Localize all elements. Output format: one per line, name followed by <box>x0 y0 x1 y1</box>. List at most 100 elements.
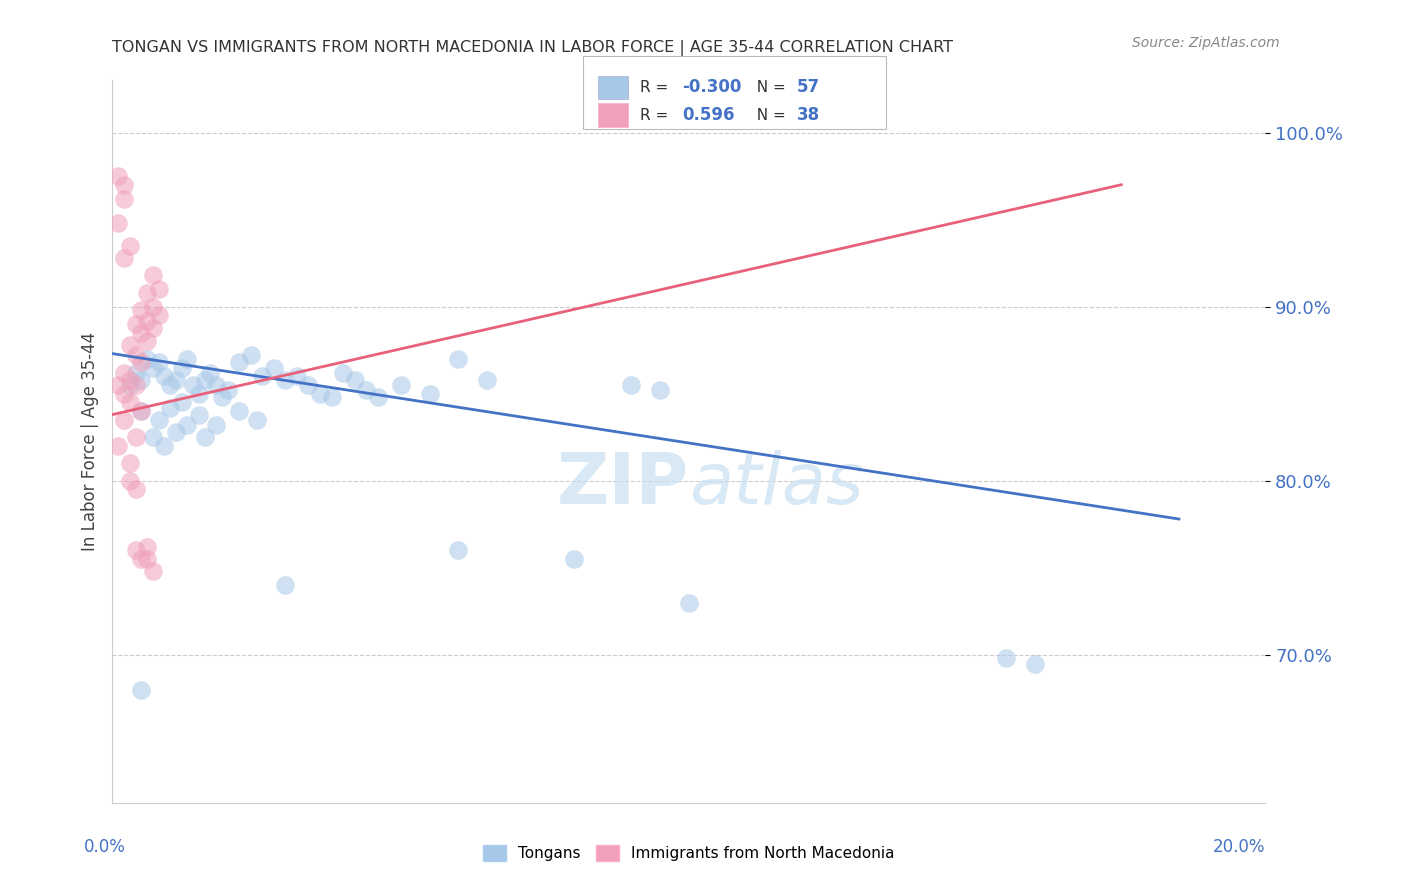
Point <box>129 404 153 418</box>
Point <box>217 383 239 397</box>
Point <box>124 483 146 497</box>
Point <box>321 390 343 404</box>
Text: R =: R = <box>640 80 673 95</box>
Point <box>447 543 470 558</box>
Point <box>170 395 193 409</box>
Point <box>332 366 354 380</box>
Point <box>107 216 129 230</box>
Point <box>124 543 146 558</box>
Point <box>118 456 141 470</box>
Point <box>252 369 274 384</box>
Point <box>136 313 159 327</box>
Point <box>367 390 389 404</box>
Point <box>285 369 308 384</box>
Text: N =: N = <box>747 108 790 122</box>
Point <box>447 351 470 366</box>
Text: ZIP: ZIP <box>557 450 689 519</box>
Point <box>188 408 211 422</box>
Point <box>995 651 1018 665</box>
Point <box>148 413 170 427</box>
Legend: Tongans, Immigrants from North Macedonia: Tongans, Immigrants from North Macedonia <box>477 839 901 867</box>
Point <box>124 366 146 380</box>
Point <box>159 378 181 392</box>
Point <box>129 326 153 340</box>
Point <box>118 338 141 352</box>
Point <box>129 355 153 369</box>
Point <box>142 360 165 375</box>
Point <box>562 552 585 566</box>
Point <box>112 413 135 427</box>
Point <box>309 386 332 401</box>
Point <box>118 373 141 387</box>
Point <box>107 378 129 392</box>
Point <box>419 386 441 401</box>
Point <box>228 404 250 418</box>
Point <box>176 417 198 432</box>
Point <box>118 238 141 252</box>
Point <box>129 373 153 387</box>
Text: 0.596: 0.596 <box>682 106 734 124</box>
Point <box>112 366 135 380</box>
Text: -0.300: -0.300 <box>682 78 741 96</box>
Point <box>170 360 193 375</box>
Text: atlas: atlas <box>689 450 863 519</box>
Point <box>136 285 159 300</box>
Point <box>142 300 165 314</box>
Point <box>136 552 159 566</box>
Point <box>136 540 159 554</box>
Text: 20.0%: 20.0% <box>1213 838 1265 855</box>
Point <box>194 430 217 444</box>
Text: TONGAN VS IMMIGRANTS FROM NORTH MACEDONIA IN LABOR FORCE | AGE 35-44 CORRELATION: TONGAN VS IMMIGRANTS FROM NORTH MACEDONI… <box>112 40 953 56</box>
Point <box>142 430 165 444</box>
Point <box>112 192 135 206</box>
Point <box>239 348 262 362</box>
Point <box>165 425 187 439</box>
Point <box>165 373 187 387</box>
Point <box>246 413 269 427</box>
Point <box>678 596 700 610</box>
Point <box>176 351 198 366</box>
Point <box>118 474 141 488</box>
Point <box>118 395 141 409</box>
Point <box>194 373 217 387</box>
Y-axis label: In Labor Force | Age 35-44: In Labor Force | Age 35-44 <box>80 332 98 551</box>
Point <box>129 682 153 697</box>
Point <box>112 178 135 192</box>
Point <box>124 348 146 362</box>
Point <box>112 386 135 401</box>
Point <box>124 317 146 331</box>
Point <box>274 578 297 592</box>
Point <box>148 308 170 322</box>
Text: R =: R = <box>640 108 673 122</box>
Point <box>354 383 377 397</box>
Point <box>205 378 228 392</box>
Point <box>650 383 672 397</box>
Point <box>142 564 165 578</box>
Text: N =: N = <box>747 80 790 95</box>
Point <box>211 390 233 404</box>
Point <box>136 334 159 349</box>
Point <box>124 430 146 444</box>
Point <box>142 268 165 283</box>
Point <box>274 373 297 387</box>
Point <box>136 351 159 366</box>
Point <box>129 552 153 566</box>
Point <box>200 366 222 380</box>
Point <box>107 439 129 453</box>
Point <box>153 369 176 384</box>
Text: 0.0%: 0.0% <box>84 838 125 855</box>
Point <box>129 303 153 318</box>
Point <box>188 386 211 401</box>
Point <box>389 378 412 392</box>
Point <box>205 417 228 432</box>
Point <box>297 378 319 392</box>
Point <box>153 439 176 453</box>
Point <box>159 401 181 415</box>
Point <box>181 378 204 392</box>
Text: Source: ZipAtlas.com: Source: ZipAtlas.com <box>1132 36 1279 50</box>
Point <box>263 360 285 375</box>
Text: 38: 38 <box>797 106 820 124</box>
Point <box>148 282 170 296</box>
Point <box>107 169 129 183</box>
Point <box>112 251 135 265</box>
